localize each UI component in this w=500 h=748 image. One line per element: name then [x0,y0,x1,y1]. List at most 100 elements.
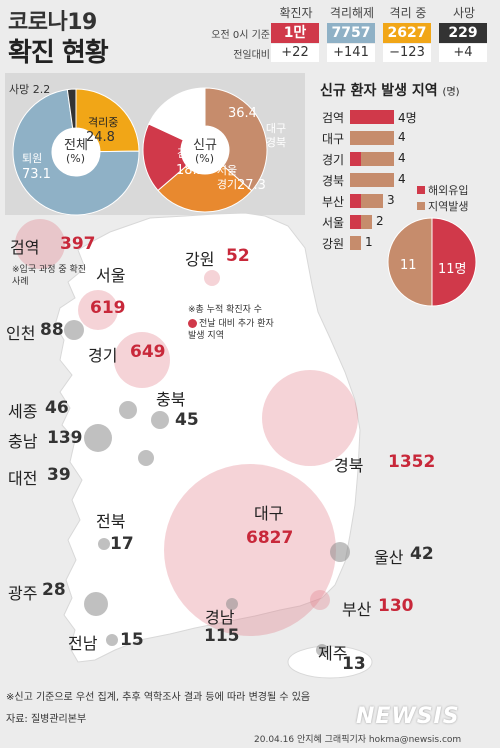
bar-value-1: 4 [398,130,406,144]
bubble-16 [106,634,118,646]
bubble-11 [98,538,110,550]
bar-value-2: 4 [398,151,406,165]
region-count-5: 46 [45,398,69,418]
airport-note: ※입국 과정 중 확진 사례 [12,265,87,287]
region-name-6: 충북 [156,390,186,409]
pie1-center-title: 전체 [64,138,88,153]
col-header-released: 격리해제 [329,6,375,20]
region-count-9: 1352 [388,452,436,472]
title-line2: 확진 현황 [8,38,109,68]
bubble-9 [262,370,358,466]
region-count-6: 45 [175,410,199,430]
map-note-total: ※총 누적 확진자 수 [188,305,263,315]
summary-value-1: 7757 [327,23,375,43]
pie-origin-slice-1 [387,217,433,307]
mainland-shape [54,212,361,663]
source: 자료: 질병관리본부 [6,714,87,725]
bar-1-1 [350,131,394,145]
bar-category-3: 경북 [322,174,345,188]
region-name-15: 경남 [205,608,235,627]
bar-3-1 [350,173,394,187]
pie-origin-slice-0 [431,217,477,307]
region-name-7: 충남 [8,432,38,451]
region-name-3: 인천 [6,324,36,343]
pie1-released-value: 73.1 [22,167,51,182]
summary-change-2: −123 [383,44,431,62]
newsis-watermark: NEWSIS [356,704,460,729]
bar-2-1 [361,152,394,166]
region-name-8: 대전 [8,469,38,488]
bar-value-3: 4 [398,172,406,186]
region-count-15: 115 [204,626,240,646]
region-count-10: 6827 [246,528,294,548]
bubble-14 [310,590,330,610]
summary-change-1: +141 [327,44,375,62]
region-count-4: 649 [130,342,166,362]
pie-new-slice-3 [148,87,206,141]
pie1-isolated-value: 24.8 [86,130,115,145]
map-note-new: 전날 대비 추가 환자 발생 지역 [188,319,274,341]
bar-value-4: 3 [387,193,395,207]
pie2-center-title: 신규 [193,138,217,153]
col-header-isolated: 격리 중 [389,6,427,20]
title-line1: 코로나19 [8,10,97,35]
region-name-5: 세종 [8,402,38,421]
bar-2-0 [350,152,361,166]
bar-4-1 [361,194,383,208]
legend-local: 지역발생 [417,198,468,214]
pie-new-hole [181,126,229,174]
pie2-quarantine-value: 18.2 [176,163,205,178]
region-name-9: 경북 [334,456,364,475]
bar-value-6: 1 [365,235,373,249]
legend-import: 해외유입 [417,182,468,198]
bar-category-0: 검역 [322,111,345,125]
bubble-3 [64,320,84,340]
region-count-3: 88 [40,320,64,340]
summary-value-2: 2627 [383,23,431,43]
pie3-import-text: 11명 [438,262,467,277]
region-name-1: 서울 [96,266,126,285]
region-name-10: 대구 [254,504,284,523]
bar-4-0 [350,194,361,208]
bar-category-6: 강원 [322,237,345,251]
bubble-10 [164,464,336,636]
bubble-1 [78,290,118,330]
bar-chart-title: 신규 환자 발생 지역 (명) [320,83,460,99]
pie2-seoul-value: 27.3 [237,178,266,193]
region-count-12: 42 [410,544,434,564]
pie1-released-label: 퇴원 [22,152,43,165]
region-name-16: 전남 [68,634,98,653]
pie2-daegu-label: 대구 경북 [265,122,287,149]
col-header-deaths: 사망 [452,6,476,20]
basis-label: 오전 0시 기준 [211,30,270,41]
bar-value-5: 2 [376,214,384,228]
pie-charts [12,87,477,307]
bubble-7 [84,424,112,452]
region-name-2: 강원 [185,250,215,269]
region-name-11: 전북 [96,512,126,531]
bubble-6 [151,411,169,429]
bar-category-5: 서울 [322,216,345,230]
bar-value-0: 4명 [398,111,417,125]
region-count-11: 17 [110,534,134,554]
bubble-17 [316,644,328,656]
jeju-island [287,645,373,679]
bar-category-2: 경기 [322,153,345,167]
bubble-5 [119,401,137,419]
bubble-15 [226,598,238,610]
pie1-death-label: 사망 2.2 [9,83,51,96]
region-count-16: 15 [120,630,144,650]
region-count-13: 28 [42,580,66,600]
region-count-2: 52 [226,246,250,266]
pie1-center-unit: (%) [66,152,86,165]
korea-map [54,212,373,679]
region-name-12: 울산 [374,548,404,567]
bubble-4 [114,332,170,388]
footnote: ※신고 기준으로 우선 집계, 추후 역학조사 결과 등에 따라 변경될 수 있… [6,692,311,703]
bubble-12 [330,542,350,562]
region-count-7: 139 [47,428,83,448]
pie2-seoul-label: 서울 경기 [216,164,238,191]
bar-5-0 [350,215,361,229]
region-name-4: 경기 [88,346,118,365]
